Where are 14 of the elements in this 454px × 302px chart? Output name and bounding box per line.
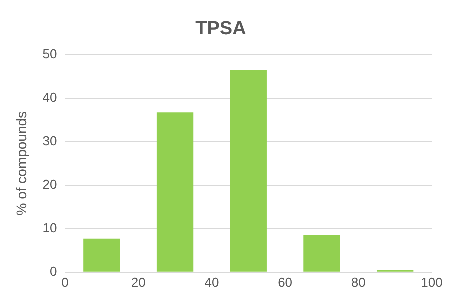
x-tick-label: 20 xyxy=(131,274,146,290)
y-tick-label: 10 xyxy=(42,220,58,236)
x-tick-label: 60 xyxy=(278,274,293,290)
y-tick-label: 20 xyxy=(42,176,58,192)
y-tick-label: 40 xyxy=(42,90,58,105)
x-tick-label: 80 xyxy=(351,274,366,290)
y-tick-label: 0 xyxy=(50,264,58,279)
x-tick-label: 100 xyxy=(421,274,443,290)
x-tick-label: 40 xyxy=(204,274,220,290)
y-tick-label: 30 xyxy=(42,133,58,148)
y-axis-title: % of compounds xyxy=(13,111,30,216)
chart-title: TPSA xyxy=(196,18,247,40)
x-tick-label: 0 xyxy=(62,274,69,290)
y-tick-label: 50 xyxy=(42,46,58,62)
